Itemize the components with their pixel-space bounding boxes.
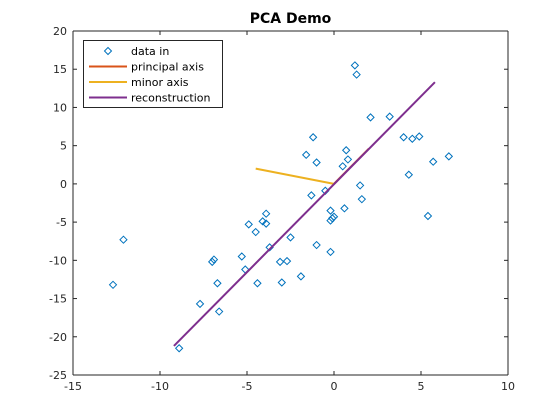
data-point [444,152,454,161]
y-tick-label: 15 [53,63,67,76]
data-point [237,252,246,261]
data-point [282,256,292,266]
data-point [277,278,287,287]
data-point [404,170,414,179]
data-point [207,257,217,267]
y-tick-label: 0 [60,178,67,191]
legend-label: data in [131,45,169,58]
legend-label: principal axis [131,61,204,74]
data-point [357,194,367,204]
data-point [415,132,424,141]
data-point [275,257,285,267]
data-point [296,272,306,281]
data-point [244,220,253,229]
legend-swatch-data-in [103,46,113,56]
data-point [261,219,271,228]
x-tick-label: 10 [501,380,515,393]
data-point [119,235,128,244]
data-point [326,247,335,257]
data-point [338,162,347,171]
y-tick-label: 10 [53,101,67,114]
data-point [399,133,408,142]
data-point [307,191,316,200]
data-point [355,181,365,190]
data-point [108,280,118,290]
legend-label: minor axis [131,76,189,89]
data-point [214,307,224,316]
data-point [251,227,260,237]
data-point [408,134,417,143]
legend: data in principal axis minor axis reconstru… [83,40,223,108]
y-tick-label: -5 [56,216,67,229]
data-point [352,70,361,79]
x-tick-label: -5 [242,380,253,393]
legend-label: reconstruction [131,92,210,105]
legend-box [83,40,223,108]
data-marks [108,61,454,353]
data-point [261,209,271,218]
y-tick-label: -25 [49,369,67,382]
data-point [258,217,267,226]
data-point [253,279,262,288]
data-point [301,150,311,160]
data-point [343,155,353,164]
series-2-line [255,167,335,185]
data-point [328,214,337,223]
data-point [286,233,295,242]
data-point [350,61,360,70]
data-point [195,299,205,309]
x-tick-label: 5 [418,380,425,393]
data-point [341,146,351,155]
data-point [423,211,433,221]
y-tick-label: -10 [49,254,67,267]
chart-title: PCA Demo [250,11,332,27]
data-point [329,212,339,221]
data-point [213,279,222,288]
y-tick-label: -15 [49,293,67,306]
data-point [428,157,438,166]
y-tick-label: -20 [49,331,67,344]
x-tick-label: -15 [64,380,82,393]
x-tick-label: -10 [151,380,169,393]
x-tick-label: 0 [331,380,338,393]
data-point [340,204,349,213]
y-tick-label: 20 [53,25,67,38]
data-point [385,112,394,121]
data-point [366,113,375,122]
data-point [308,133,318,142]
series-3-line [173,81,436,347]
data-point [209,255,219,264]
data-point [174,344,184,353]
data-point [312,158,321,167]
data-point [312,240,321,250]
y-tick-label: 5 [60,140,67,153]
axes: -15 -10 -5 0 5 10 -25 -20 -15 -10 -5 0 5 10 15 20 [49,25,515,393]
data-point [326,206,335,215]
